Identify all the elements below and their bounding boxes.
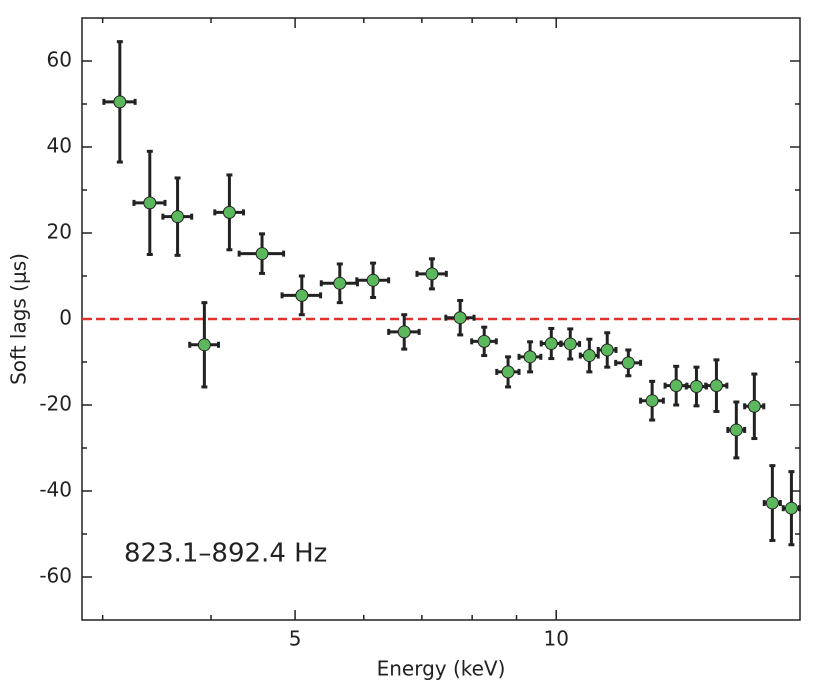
- y-tick-label: 0: [59, 306, 72, 330]
- data-point: [295, 288, 309, 302]
- data-point: [197, 338, 211, 352]
- y-tick-label: -60: [39, 564, 72, 588]
- data-point: [621, 356, 635, 370]
- y-tick-label: -40: [39, 478, 72, 502]
- data-point: [729, 423, 743, 437]
- annotation: 823.1–892.4 Hz: [124, 539, 327, 569]
- data-point: [709, 379, 723, 393]
- data-point: [397, 325, 411, 339]
- data-point: [425, 267, 439, 281]
- data-point: [669, 379, 683, 393]
- y-tick-label: 60: [47, 48, 72, 72]
- y-tick-label: 40: [47, 134, 72, 158]
- data-point: [143, 196, 157, 210]
- data-point: [544, 337, 558, 351]
- data-point: [523, 350, 537, 364]
- x-axis-label: Energy (keV): [377, 657, 506, 681]
- data-point: [582, 349, 596, 363]
- data-point: [563, 337, 577, 351]
- data-point: [113, 95, 127, 109]
- data-point: [765, 496, 779, 510]
- data-point: [784, 501, 798, 515]
- data-point: [222, 205, 236, 219]
- data-point: [366, 273, 380, 287]
- data-point: [453, 311, 467, 325]
- x-tick-label: 10: [543, 627, 568, 651]
- data-point: [255, 247, 269, 261]
- data-point: [477, 334, 491, 348]
- data-point: [171, 210, 185, 224]
- data-point: [645, 394, 659, 408]
- data-point: [689, 380, 703, 394]
- data-point: [747, 399, 761, 413]
- y-axis-label: Soft lags (μs): [7, 253, 31, 385]
- y-tick-label: 20: [47, 220, 72, 244]
- x-tick-label: 5: [289, 627, 302, 651]
- data-point: [600, 343, 614, 357]
- data-point: [501, 365, 515, 379]
- data-point: [333, 276, 347, 290]
- y-tick-label: -20: [39, 392, 72, 416]
